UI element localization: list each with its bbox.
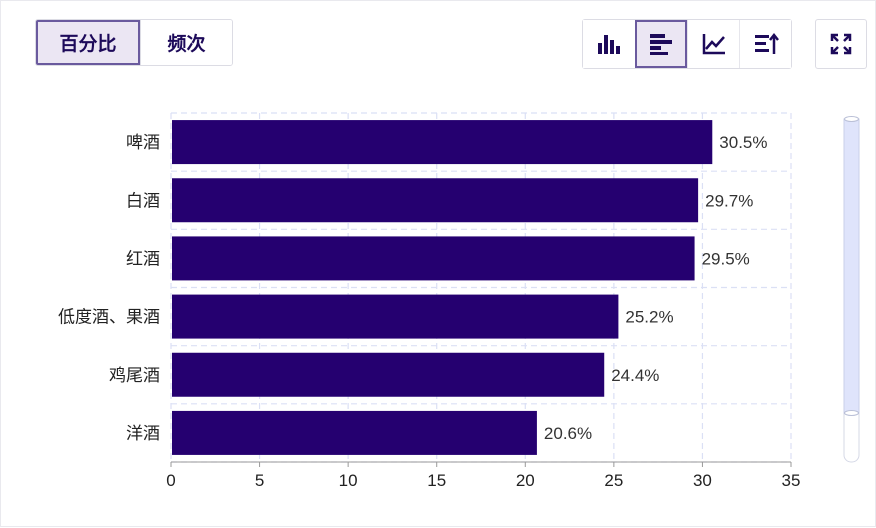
bar[interactable]: [172, 236, 695, 281]
sort-button[interactable]: [739, 20, 791, 68]
fullscreen-button[interactable]: [815, 19, 867, 69]
sort-icon: [754, 32, 779, 54]
value-label: 29.5%: [702, 249, 750, 268]
line-chart-icon: [702, 34, 725, 55]
bar[interactable]: [172, 294, 619, 339]
horizontal-bar-chart-button[interactable]: [635, 20, 687, 68]
value-label: 29.7%: [705, 191, 753, 210]
x-tick-label: 15: [427, 471, 446, 490]
vertical-bar-chart-button[interactable]: [583, 20, 635, 68]
value-label: 20.6%: [544, 424, 592, 443]
category-label: 红酒: [126, 249, 160, 269]
line-chart-button[interactable]: [687, 20, 739, 68]
x-tick-label: 25: [604, 471, 623, 490]
x-axis: 0 5 10 15 20 25 30 35: [166, 461, 801, 490]
category-label: 低度酒、果酒: [58, 308, 160, 328]
expand-icon: [830, 33, 852, 55]
bar[interactable]: [172, 120, 713, 165]
scrollbar-handle-top[interactable]: [844, 116, 859, 122]
frequency-toggle-button[interactable]: 频次: [140, 20, 232, 65]
category-label: 啤酒: [126, 133, 160, 153]
bar[interactable]: [172, 178, 699, 223]
category-label: 洋酒: [126, 424, 160, 444]
percent-toggle-button[interactable]: 百分比: [36, 20, 140, 65]
x-tick-label: 35: [782, 471, 801, 490]
scrollbar-handle-bottom[interactable]: [844, 410, 859, 416]
metric-toggle: 百分比 频次: [35, 19, 233, 66]
value-label: 30.5%: [719, 133, 767, 152]
chart-type-toolbar: [582, 19, 792, 69]
scrollbar-thumb[interactable]: [843, 118, 860, 414]
x-tick-label: 20: [516, 471, 535, 490]
x-tick-label: 0: [166, 471, 175, 490]
x-tick-label: 5: [255, 471, 264, 490]
bars: 啤酒 30.5% 白酒 29.7% 红酒 29.5% 低度酒、果酒 25.2% 鸡尾酒 24.4%…: [58, 120, 767, 455]
horizontal-bar-chart-icon: [650, 34, 672, 55]
x-tick-label: 30: [693, 471, 712, 490]
scrollbar[interactable]: [843, 116, 860, 463]
category-label: 鸡尾酒: [109, 366, 160, 386]
grid: [170, 112, 792, 463]
category-label: 白酒: [126, 191, 160, 211]
bar[interactable]: [172, 352, 605, 397]
value-label: 25.2%: [625, 308, 673, 327]
x-tick-label: 10: [339, 471, 358, 490]
value-label: 24.4%: [611, 366, 659, 385]
vertical-bar-chart-icon: [598, 35, 620, 54]
bar[interactable]: [172, 410, 537, 455]
